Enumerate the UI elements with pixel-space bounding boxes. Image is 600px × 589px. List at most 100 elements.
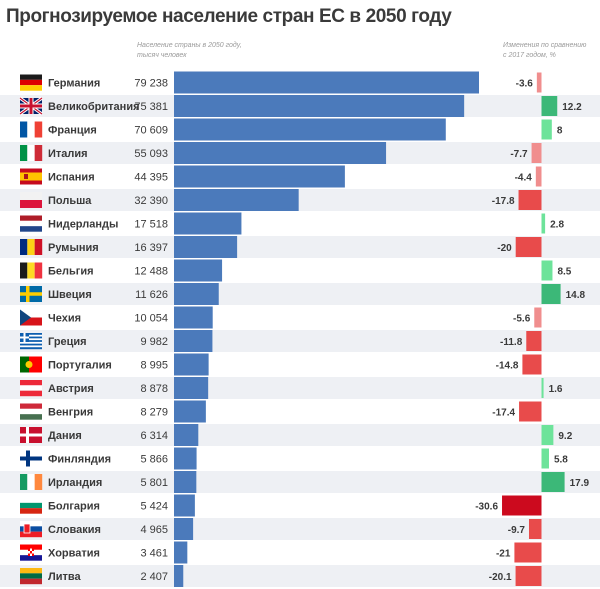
country-label: Финляндия	[48, 454, 111, 466]
population-value-label: 9 982	[140, 336, 168, 348]
change-bar	[541, 284, 561, 304]
change-note-line-1: Изменения по сравнению	[503, 42, 587, 49]
population-bar	[174, 447, 197, 470]
change-value-label: -14.8	[496, 361, 519, 372]
population-value-label: 5 866	[140, 454, 168, 466]
flag-uk-icon	[19, 96, 43, 116]
table-row: Дания 6 314 9.2	[0, 424, 600, 446]
table-row: Польша 32 390 -17.8	[0, 189, 600, 211]
flag-sweden-icon	[20, 286, 42, 302]
change-bar	[534, 307, 542, 328]
flag-hungary-icon	[20, 403, 42, 420]
population-bar	[174, 236, 238, 258]
population-value-label: 70 609	[134, 125, 168, 137]
change-bar	[515, 566, 542, 586]
table-row: Германия 79 238 -3.6	[20, 71, 542, 94]
change-value-label: 2.8	[550, 220, 564, 231]
population-value-label: 8 995	[140, 360, 168, 372]
population-bar	[174, 189, 299, 211]
table-row: Финляндия 5 866 5.8	[20, 447, 568, 470]
flag-ireland-icon	[20, 474, 43, 490]
population-value-label: 3 461	[140, 548, 168, 560]
flag-romania-icon	[20, 239, 43, 255]
change-value-label: 1.6	[549, 384, 563, 395]
change-bar	[541, 96, 558, 116]
table-row: Португалия 8 995 -14.8	[20, 353, 542, 376]
change-value-label: -4.4	[515, 173, 533, 184]
flag-czech-icon	[20, 309, 42, 326]
change-value-label: -30.6	[475, 502, 498, 513]
table-row: Франция 70 609 8	[20, 118, 563, 141]
population-value-label: 55 093	[134, 148, 168, 160]
row-stripe	[0, 471, 600, 493]
flag-slovakia-icon	[20, 521, 42, 538]
population-bar	[174, 259, 223, 282]
population-value-label: 4 965	[140, 524, 168, 536]
chart-title: Прогнозируемое население стран ЕС в 2050…	[6, 6, 452, 27]
flag-denmark-icon	[20, 427, 42, 443]
table-row: Италия 55 093 -7.7	[0, 142, 600, 164]
flag-belgium-icon	[20, 262, 43, 279]
change-bar	[518, 190, 542, 210]
change-value-label: -20.1	[489, 572, 512, 583]
table-row: Греция 9 982 -11.8	[0, 330, 600, 352]
change-value-label: -9.7	[508, 525, 526, 536]
country-label: Португалия	[48, 360, 112, 372]
population-bar	[174, 541, 188, 564]
population-bar	[174, 142, 387, 164]
change-bar	[522, 354, 542, 375]
change-bar	[528, 519, 542, 539]
flag-portugal-icon	[20, 356, 42, 373]
change-bar	[531, 143, 542, 163]
change-value-label: -3.6	[516, 79, 534, 90]
flag-austria-icon	[20, 380, 42, 397]
flag-poland-icon	[20, 192, 42, 208]
change-axis-note: Изменения по сравнению с 2017 годом, %	[503, 41, 586, 61]
change-value-label: 17.9	[570, 478, 590, 489]
population-value-label: 44 395	[134, 172, 168, 184]
table-row: Болгария 5 424 -30.6	[20, 494, 542, 517]
country-label: Словакия	[48, 524, 101, 536]
change-bar	[541, 213, 546, 234]
population-value-label: 32 390	[134, 195, 168, 207]
population-bar	[174, 330, 213, 352]
change-value-label: -7.7	[510, 149, 528, 160]
population-bar	[174, 283, 219, 305]
country-label: Швеция	[48, 289, 92, 301]
change-bar	[541, 472, 565, 492]
row-stripe	[0, 424, 600, 446]
population-axis-note: Население страны в 2050 году, тысяч чело…	[137, 41, 242, 61]
change-bar	[515, 237, 542, 257]
change-value-label: 8.5	[557, 267, 571, 278]
change-bar	[535, 166, 542, 187]
population-value-label: 12 488	[134, 266, 168, 278]
table-row: Хорватия 3 461 -21	[20, 541, 542, 564]
change-value-label: 8	[557, 126, 563, 137]
change-value-label: -17.8	[492, 196, 515, 207]
change-value-label: 12.2	[562, 102, 582, 113]
population-bar	[174, 494, 195, 517]
country-label: Литва	[48, 571, 81, 583]
country-label: Румыния	[48, 242, 99, 254]
change-bar	[502, 495, 542, 516]
change-bar	[526, 331, 542, 351]
change-value-label: 9.2	[558, 431, 572, 442]
population-note-line-2: тысяч человек	[137, 52, 187, 59]
change-value-label: -11.8	[500, 337, 523, 348]
population-value-label: 5 424	[140, 501, 168, 513]
country-label: Хорватия	[48, 548, 100, 560]
population-bar	[174, 212, 242, 235]
population-value-label: 17 518	[134, 219, 168, 231]
population-bar	[174, 353, 209, 376]
population-value-label: 6 314	[140, 430, 168, 442]
country-label: Греция	[48, 336, 87, 348]
table-row: Литва 2 407 -20.1	[0, 565, 600, 587]
row-stripe	[0, 565, 600, 587]
change-bar	[536, 72, 542, 93]
change-bar	[541, 425, 554, 445]
population-note-line-1: Население страны в 2050 году,	[137, 42, 242, 49]
flag-croatia-icon	[20, 544, 42, 561]
country-label: Нидерланды	[48, 219, 118, 231]
flag-lithuania-icon	[20, 568, 42, 585]
